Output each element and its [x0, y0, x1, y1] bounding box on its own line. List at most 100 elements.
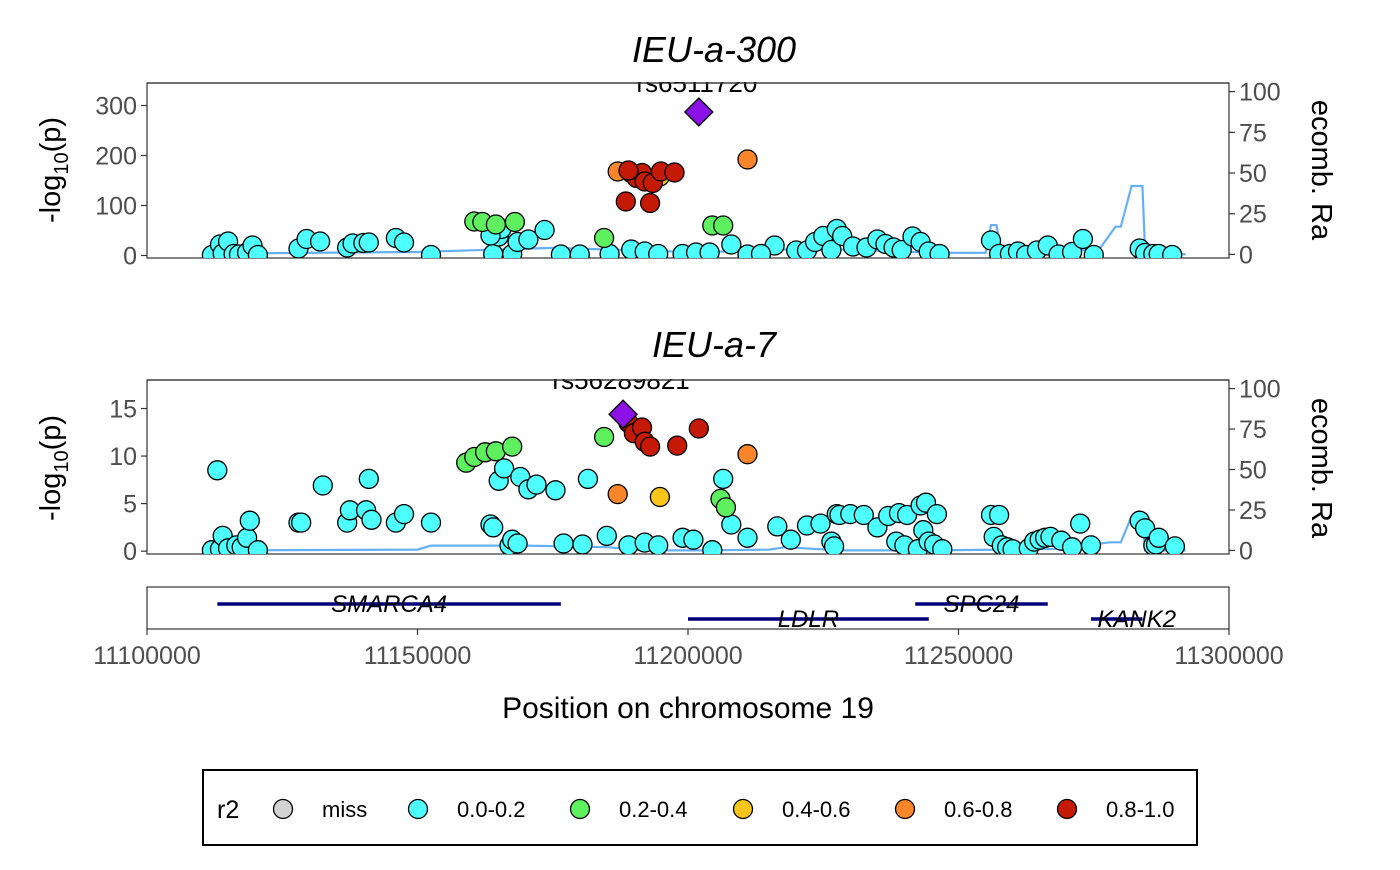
y-tick-label: 0 — [123, 243, 137, 271]
legend-title: r2 — [217, 796, 239, 824]
snp-point-mid1 — [593, 227, 615, 249]
snp-point-low — [929, 243, 950, 258]
snp-point-low — [721, 234, 742, 255]
x-tick-label: 11100000 — [93, 642, 201, 670]
snp-point-mid1 — [504, 211, 526, 233]
snp-point-low — [358, 232, 379, 253]
snp-point-mid1 — [713, 215, 734, 236]
snp-point-low — [291, 512, 312, 533]
snp-point-low — [483, 243, 504, 258]
snp-point-low — [823, 536, 845, 554]
y-tick-label: 100 — [95, 193, 137, 221]
y2-tick-label: 0 — [1239, 241, 1253, 269]
snp-point-mid3 — [737, 149, 758, 170]
lead-snp-marker — [608, 399, 638, 430]
plot-marks — [201, 149, 1186, 258]
snp-point-low — [483, 517, 504, 538]
snp-point-low — [821, 239, 842, 258]
snp-point-low — [572, 534, 593, 554]
snp-point-high — [667, 435, 688, 456]
snp-point-low — [596, 525, 617, 547]
snp-point-high — [639, 192, 661, 214]
snp-point-low — [393, 232, 415, 253]
plot-marks — [201, 412, 1186, 554]
snp-point-high — [639, 436, 661, 457]
snp-point-mid1 — [715, 497, 737, 518]
y2-tick-label: 50 — [1239, 160, 1267, 188]
legend-label: 0.2-0.4 — [619, 797, 688, 822]
snp-point-low — [577, 468, 599, 490]
gene-label: SPC24 — [943, 591, 1019, 618]
snp-point-low — [767, 516, 788, 537]
y-axis-label: -log10(p) — [35, 117, 73, 223]
snp-point-low — [1072, 228, 1094, 250]
snp-point-mid3 — [737, 444, 758, 465]
y2-tick-label: 100 — [1239, 376, 1281, 404]
snp-point-mid3 — [607, 483, 628, 505]
snp-point-mid1 — [485, 214, 507, 235]
panel-title: IEU-a-7 — [652, 324, 778, 365]
snp-point-low — [518, 229, 539, 250]
legend: r2 miss 0.0-0.2 0.2-0.4 0.4-0.6 0.6-0.8 0.8-1… — [202, 769, 1198, 846]
snp-point-low — [1080, 535, 1102, 554]
legend-key-mid2 — [732, 798, 754, 820]
snp-point-low — [988, 504, 1010, 526]
legend-label: 0.8-1.0 — [1106, 797, 1175, 822]
snp-point-low — [420, 512, 442, 533]
x-tick-label: 11150000 — [364, 642, 472, 670]
panel-ieu-a-7: -log10(p) ecomb. Ra 0510150255075100rs56… — [35, 324, 1337, 566]
snp-point-low — [721, 514, 742, 535]
snp-point-mid2 — [649, 486, 671, 508]
y-tick-label: 5 — [123, 491, 137, 519]
snp-point-high — [664, 162, 685, 183]
title-gap — [146, 350, 1230, 379]
y2-axis-label: ecomb. Ra — [1305, 100, 1337, 241]
snp-point-low — [1083, 244, 1104, 258]
legend-box — [202, 769, 1198, 846]
snp-point-low — [1061, 537, 1083, 554]
snp-point-low — [1148, 527, 1169, 548]
snp-point-low — [702, 540, 723, 554]
snp-point-high — [615, 191, 636, 212]
snp-point-low — [545, 480, 566, 501]
snp-point-low — [1162, 244, 1183, 258]
x-axis-label: Position on chromosome 19 — [502, 692, 874, 725]
y2-tick-label: 50 — [1239, 457, 1267, 485]
x-tick-label: 11250000 — [904, 642, 1013, 670]
x-tick-label: 11300000 — [1174, 642, 1283, 670]
snp-point-low — [358, 468, 379, 490]
snp-point-low — [1164, 536, 1186, 554]
y2-tick-label: 75 — [1239, 416, 1267, 444]
legend-label: miss — [322, 797, 367, 822]
y2-tick-label: 25 — [1239, 201, 1267, 229]
snp-point-high — [618, 160, 639, 181]
snp-point-low — [534, 219, 555, 241]
legend-key-low — [407, 798, 429, 820]
y-axis-label: -log10(p) — [35, 415, 73, 521]
snp-point-low — [699, 242, 720, 258]
snp-point-low — [648, 535, 669, 554]
snp-point-low — [420, 244, 442, 258]
snp-point-low — [683, 529, 704, 550]
gene-label: LDLR — [778, 606, 839, 633]
y2-axis-label: ecomb. Ra — [1305, 398, 1337, 539]
snp-point-high — [688, 418, 709, 439]
snp-point-low — [507, 533, 528, 554]
legend-key-mid1 — [569, 798, 591, 820]
legend-label: 0.4-0.6 — [782, 797, 851, 822]
snp-point-low — [309, 231, 331, 252]
title-gap — [146, 53, 1230, 82]
snp-point-low — [713, 468, 734, 490]
y2-tick-label: 25 — [1239, 497, 1267, 525]
panel-ieu-a-300: -log10(p) ecomb. Ra 0 100 200 300 0 25 50 75 100… — [35, 29, 1337, 271]
snp-point-low — [750, 243, 772, 258]
snp-point-low — [493, 458, 515, 479]
gene-track: SMARCA4 LDLR SPC24 KANK2 — [146, 586, 1230, 633]
snp-point-low — [926, 503, 948, 525]
legend-key-miss — [272, 798, 294, 820]
y-tick-label: 10 — [109, 443, 137, 471]
snp-point-low — [361, 509, 382, 530]
legend-key-mid3 — [894, 798, 916, 820]
